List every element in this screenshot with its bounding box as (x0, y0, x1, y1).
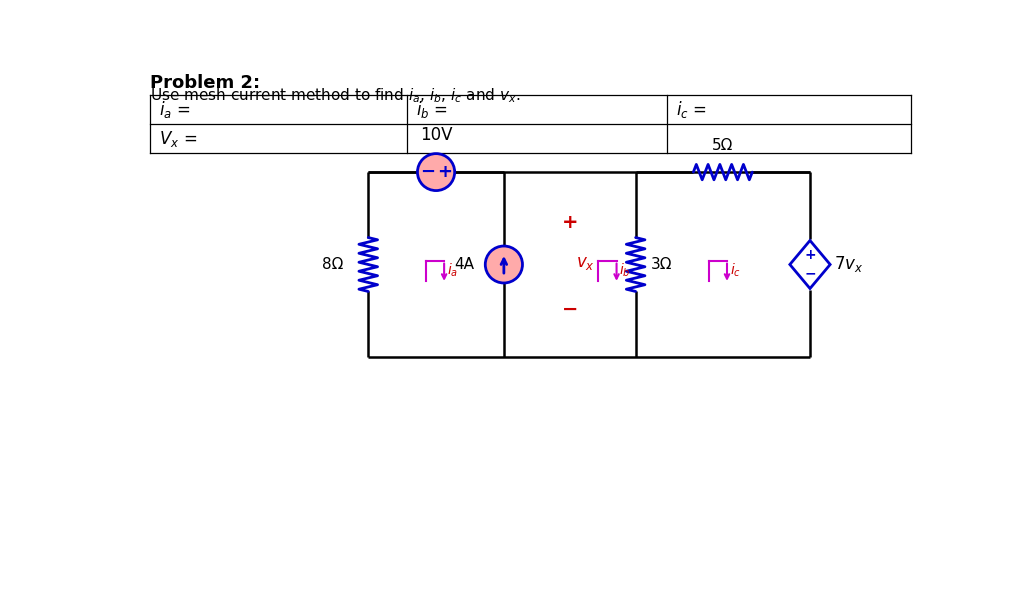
Text: +: + (561, 212, 578, 232)
Text: Problem 2:: Problem 2: (150, 74, 260, 92)
Text: $i_c$ =: $i_c$ = (676, 99, 707, 120)
Text: $i_b$: $i_b$ (620, 262, 631, 280)
Text: $i_a$: $i_a$ (446, 262, 458, 280)
Text: 8Ω: 8Ω (323, 257, 343, 272)
Text: −: − (561, 299, 578, 319)
Text: $7v_x$: $7v_x$ (835, 254, 863, 275)
Text: +: + (437, 163, 452, 181)
Text: 5Ω: 5Ω (712, 138, 733, 153)
Text: 10V: 10V (420, 125, 453, 143)
Text: Use mesh current method to find $i_a$, $i_b$, $i_c$ and $v_x$.: Use mesh current method to find $i_a$, $… (150, 86, 520, 104)
Text: $V_x$ =: $V_x$ = (159, 128, 198, 149)
Text: 3Ω: 3Ω (651, 257, 673, 272)
Text: $v_x$: $v_x$ (575, 254, 595, 272)
Text: +: + (804, 248, 816, 262)
Text: −: − (804, 266, 816, 281)
Text: 4A: 4A (455, 257, 474, 272)
Polygon shape (790, 241, 830, 289)
Circle shape (418, 154, 455, 191)
Text: $i_c$: $i_c$ (730, 262, 741, 280)
Circle shape (485, 246, 522, 283)
Text: −: − (420, 163, 435, 181)
Text: $i_a$ =: $i_a$ = (159, 99, 190, 120)
Text: $i_b$ =: $i_b$ = (417, 99, 449, 120)
